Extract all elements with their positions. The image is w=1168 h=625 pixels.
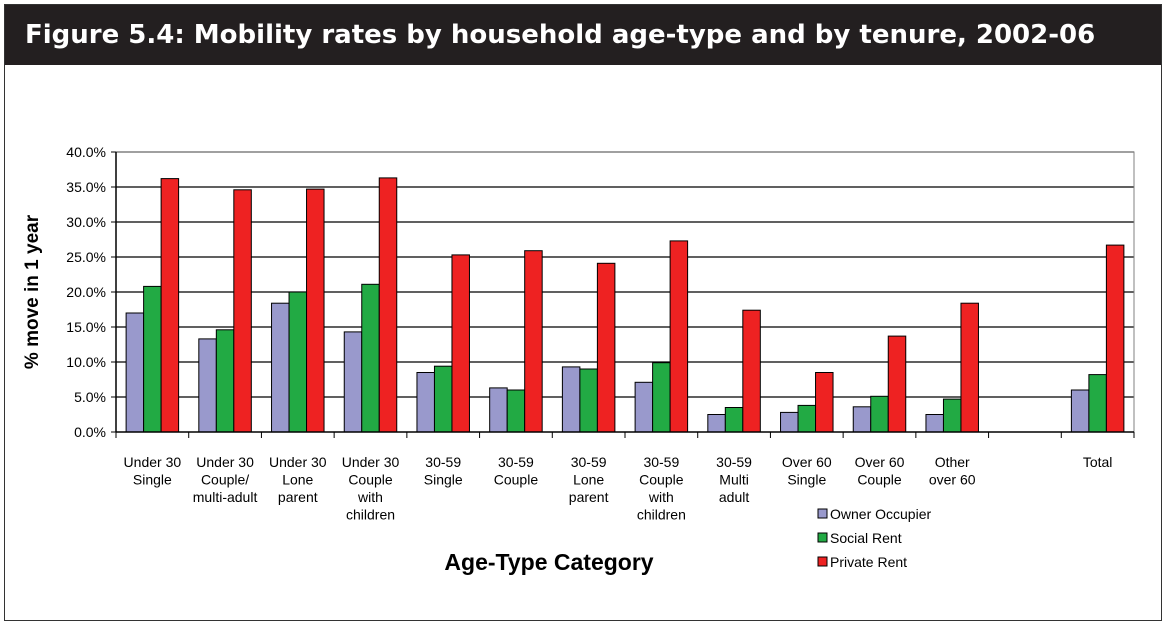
- y-tick-label: 35.0%: [66, 179, 106, 195]
- bar: [669, 240, 689, 433]
- bar: [271, 302, 290, 433]
- bar: [524, 250, 543, 433]
- x-category-label: 30-59 Lone parent: [569, 454, 609, 505]
- bar: [125, 312, 145, 433]
- legend-label: Owner Occupier: [830, 506, 931, 522]
- y-tick-labels: 0.0% 5.0% 10.0% 15.0% 20.0% 25.0% 30.0% 35.0% 40…: [66, 144, 106, 440]
- x-axis-title: Age-Type Category: [444, 549, 653, 575]
- bar: [579, 368, 598, 433]
- bar: [215, 329, 235, 433]
- bar: [652, 362, 671, 433]
- bar: [634, 381, 654, 433]
- y-tick-label: 15.0%: [66, 319, 106, 335]
- bar: [724, 407, 744, 433]
- legend-swatch: [817, 532, 828, 543]
- legend-swatch: [817, 508, 828, 519]
- bar: [925, 414, 944, 433]
- figure-title-band: Figure 5.4: Mobility rates by household …: [5, 5, 1161, 65]
- x-category-label: 30-59 Couple: [494, 454, 539, 488]
- bar: [198, 338, 217, 433]
- bar: [596, 262, 616, 433]
- bar: [506, 389, 526, 433]
- y-tick-label: 25.0%: [66, 249, 106, 265]
- bar: [306, 188, 325, 433]
- x-category-label: 30-59 Multi adult: [716, 454, 752, 505]
- y-tick-label: 10.0%: [66, 354, 106, 370]
- bar: [361, 283, 380, 433]
- bar: [160, 178, 180, 433]
- bar: [288, 291, 308, 433]
- legend-label: Social Rent: [830, 530, 902, 546]
- bar: [1105, 244, 1125, 433]
- bar: [378, 177, 398, 433]
- bar: [561, 366, 581, 433]
- y-tick-label: 5.0%: [74, 389, 106, 405]
- bar: [707, 414, 726, 433]
- bars: [125, 177, 1125, 433]
- bar: [489, 387, 508, 433]
- legend-swatch: [817, 556, 828, 567]
- x-category-label: Over 60 Couple: [855, 454, 905, 488]
- figure-title: Figure 5.4: Mobility rates by household …: [25, 20, 1096, 50]
- bar: [960, 302, 979, 433]
- x-category-labels: Under 30 Single Under 30 Couple/multi-adult…: [124, 454, 1113, 523]
- x-category-label: 30-59 Single: [424, 454, 463, 488]
- y-tick-label: 40.0%: [66, 144, 106, 160]
- x-category-label: 30-59 Couple with children: [637, 454, 686, 523]
- y-axis-title: % move in 1 year: [22, 214, 43, 369]
- x-category-label: Over 60 Single: [782, 454, 832, 488]
- y-tick-label: 30.0%: [66, 214, 106, 230]
- x-category-label: Under 30 Couple with children: [342, 454, 400, 523]
- bar: [433, 365, 453, 433]
- bar: [343, 331, 363, 433]
- bar: [887, 335, 907, 433]
- bar: [797, 404, 817, 433]
- bar: [870, 395, 889, 433]
- x-category-label: Total: [1083, 454, 1113, 470]
- x-category-label: Under 30 Single: [124, 454, 182, 488]
- y-tick-label: 0.0%: [74, 424, 106, 440]
- bar: [815, 372, 834, 433]
- gridlines: [116, 151, 1134, 398]
- bar: [742, 309, 761, 433]
- axes: [111, 151, 1135, 438]
- bar: [233, 189, 252, 433]
- bar: [942, 398, 962, 433]
- bar: [143, 285, 162, 433]
- bar: [1088, 374, 1107, 433]
- y-tick-label: 20.0%: [66, 284, 106, 300]
- legend-label: Private Rent: [830, 554, 907, 570]
- bar: [852, 406, 872, 433]
- bar: [451, 254, 470, 433]
- x-category-label: Under 30 Couple/multi-adult: [193, 454, 258, 505]
- bar: [1070, 389, 1090, 433]
- x-category-label: Other over 60: [929, 454, 976, 488]
- legend: Owner Occupier Social Rent Private Rent: [817, 506, 931, 570]
- bar: [416, 372, 435, 433]
- bar: [780, 411, 799, 433]
- x-category-label: Under 30 Lone parent: [269, 454, 327, 505]
